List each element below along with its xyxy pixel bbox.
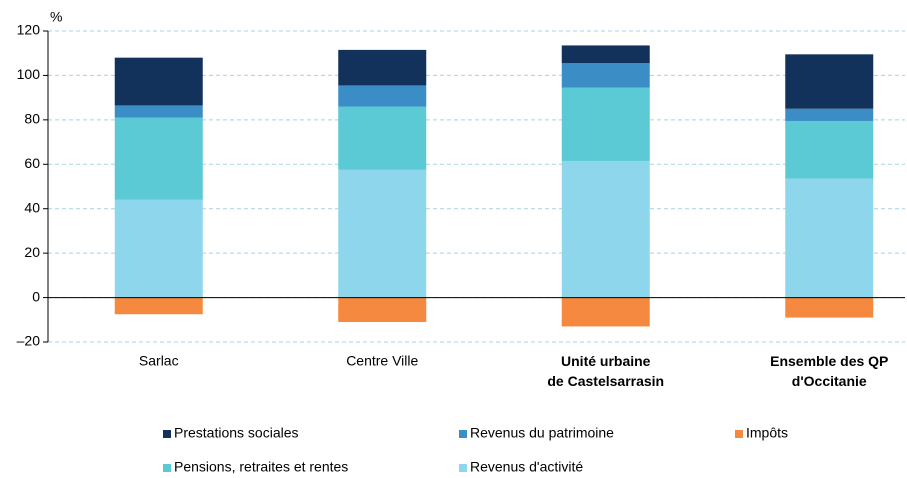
bar-segment — [338, 49, 427, 86]
y-tick-label: 0 — [32, 288, 40, 304]
x-tick-label: Sarlac — [139, 353, 179, 369]
legend-swatch — [163, 430, 171, 438]
bar-segment — [561, 297, 650, 327]
y-tick-label: 40 — [24, 199, 40, 215]
legend-swatch — [735, 430, 743, 438]
legend-swatch — [163, 464, 171, 472]
legend-label: Pensions, retraites et rentes — [174, 459, 348, 475]
bar-segment — [114, 297, 203, 315]
bar-segment — [785, 120, 874, 179]
x-tick-line: Unité urbaine — [561, 353, 651, 369]
bar-segment — [785, 108, 874, 121]
y-tick-label: 120 — [17, 22, 41, 38]
y-tick-label: 60 — [24, 155, 40, 171]
y-tick-label: 100 — [17, 66, 41, 82]
x-tick-label: Unité urbaine de Castelsarrasin — [547, 353, 664, 389]
bar-segment — [114, 105, 203, 118]
legend-label: Revenus du patrimoine — [470, 425, 614, 441]
legend-label: Prestations sociales — [174, 425, 299, 441]
bar-segment — [785, 297, 874, 318]
x-tick-line: de Castelsarrasin — [547, 373, 664, 389]
x-tick-label: Centre Ville — [346, 353, 418, 369]
bar-segment — [561, 87, 650, 161]
legend-swatch — [459, 464, 467, 472]
x-tick-label: Ensemble des QP d'Occitanie — [770, 353, 888, 389]
x-tick-line: Ensemble des QP — [770, 353, 888, 369]
y-axis-label: % — [50, 9, 62, 25]
bar-segment — [561, 63, 650, 88]
legend-label: Impôts — [746, 425, 788, 441]
y-tick-label: –20 — [17, 333, 41, 349]
bar-segment — [114, 199, 203, 298]
bar-segment — [114, 117, 203, 200]
bar-segment — [561, 45, 650, 64]
y-tick-label: 80 — [24, 111, 40, 127]
bar-segment — [561, 160, 650, 298]
legend-label: Revenus d'activité — [470, 459, 583, 475]
bar-segment — [338, 169, 427, 298]
bar-segment — [114, 57, 203, 106]
legend-swatch — [459, 430, 467, 438]
bar-segment — [338, 85, 427, 107]
bar-segment — [338, 106, 427, 170]
bar-segment — [785, 178, 874, 298]
x-tick-line: d'Occitanie — [792, 373, 867, 389]
bar-segment — [785, 54, 874, 109]
bar-segment — [338, 297, 427, 323]
y-tick-label: 20 — [24, 244, 40, 260]
